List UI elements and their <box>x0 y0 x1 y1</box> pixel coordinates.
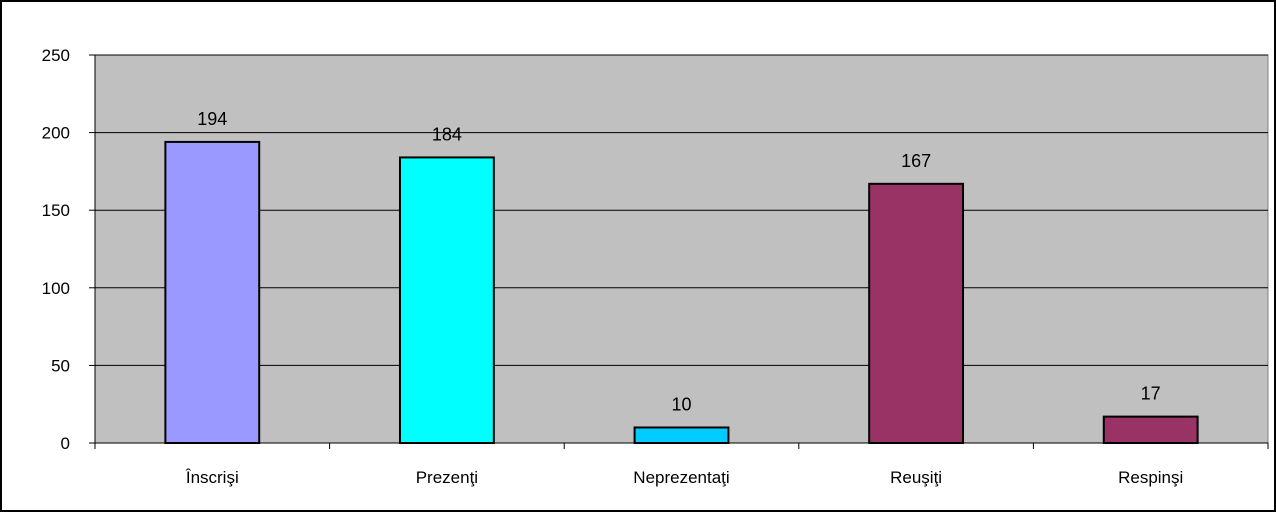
gridlines <box>95 54 1268 366</box>
category-label: Înscrişi <box>185 468 239 487</box>
category-label: Prezenţi <box>416 468 478 487</box>
y-tick-label: 50 <box>51 356 70 375</box>
bar-4 <box>868 182 965 444</box>
bars <box>164 140 1199 445</box>
category-label: Neprezentaţi <box>633 468 729 487</box>
data-label: 17 <box>1141 384 1161 404</box>
y-tick-label: 150 <box>42 201 70 220</box>
data-label: 167 <box>901 151 931 171</box>
axes <box>89 54 1269 449</box>
category-label: Respinşi <box>1118 468 1183 487</box>
data-label: 184 <box>432 124 462 144</box>
y-tick-label: 0 <box>61 434 70 453</box>
labels: 0 50 100 150 200 250 194 Înscrişi 184 Prezenţi 10 N… <box>42 46 1184 487</box>
data-label: 194 <box>197 109 227 129</box>
y-tick-label: 250 <box>42 46 70 65</box>
y-tick-label: 100 <box>42 279 70 298</box>
plot-area <box>94 54 1269 444</box>
bar-2 <box>398 156 495 444</box>
category-label: Reuşiţi <box>890 468 942 487</box>
y-tick-label: 200 <box>42 124 70 143</box>
bar-3 <box>633 426 730 445</box>
bar-5 <box>1102 415 1199 444</box>
data-label: 10 <box>671 394 691 414</box>
bar-1 <box>164 140 261 445</box>
